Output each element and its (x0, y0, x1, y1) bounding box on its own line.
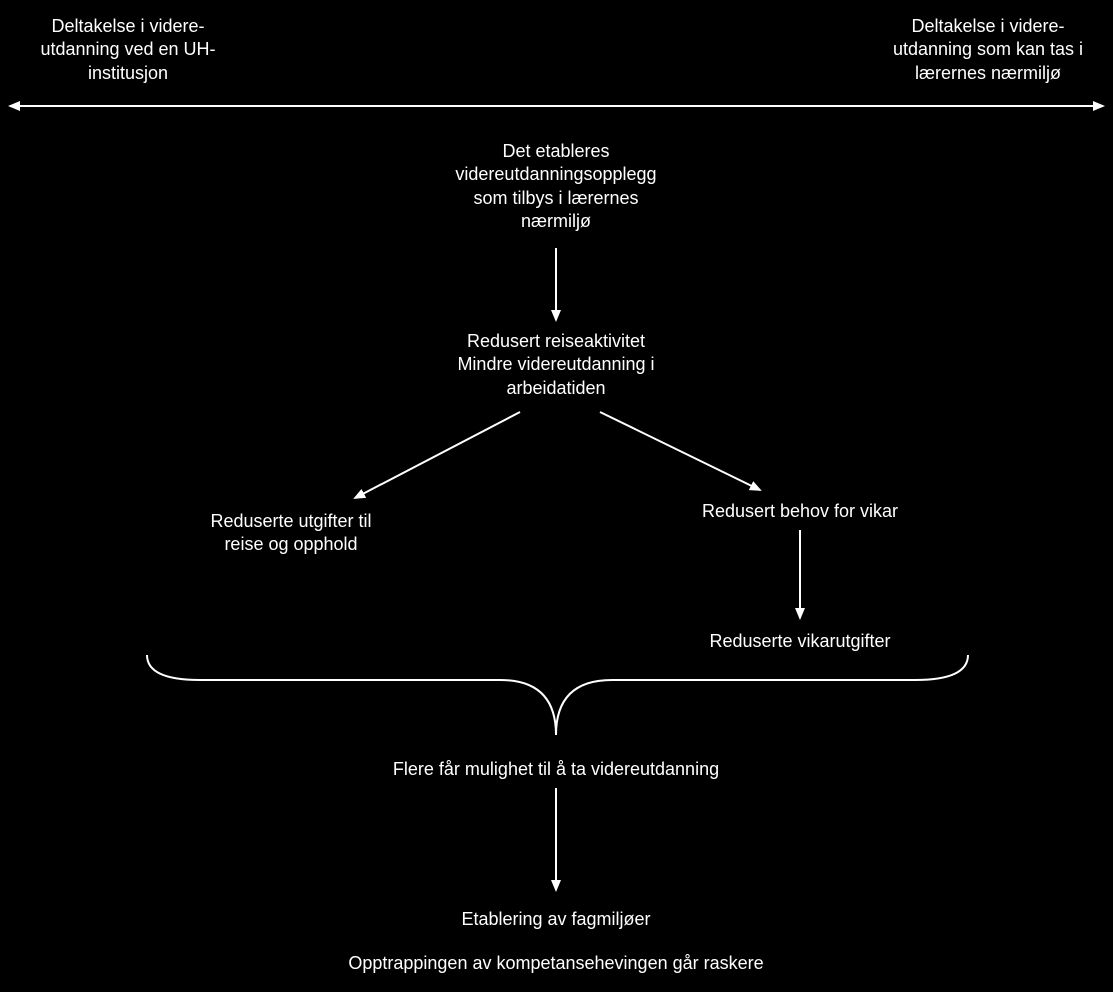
brace (147, 655, 968, 735)
node-reduced-expenses: Reduserte utgifter til reise og opphold (171, 510, 411, 557)
node-line: Mindre videreutdanning i (457, 354, 654, 374)
node-line: arbeidatiden (506, 378, 605, 398)
node-line: nærmiljø (521, 211, 591, 231)
node-line: Redusert reiseaktivitet (467, 331, 645, 351)
node-more-opportunity: Flere får mulighet til å ta videreutdann… (346, 758, 766, 781)
node-line: som tilbys i lærernes (473, 188, 638, 208)
arrow-n2-n3 (355, 412, 520, 498)
node-establish-environments: Etablering av fagmiljøer (346, 908, 766, 931)
node-line: reise og opphold (224, 534, 357, 554)
node-reduced-vikar-need: Redusert behov for vikar (670, 500, 930, 523)
node-line: videreutdanningsopplegg (455, 164, 656, 184)
arrow-n2-n4 (600, 412, 760, 490)
node-line: institusjon (88, 63, 168, 83)
node-reduced-vikar-costs: Reduserte vikarutgifter (670, 630, 930, 653)
node-line: Etablering av fagmiljøer (461, 909, 650, 929)
node-faster-ramp: Opptrappingen av kompetansehevingen går … (306, 952, 806, 975)
node-line: utdanning som kan tas i (893, 39, 1083, 59)
node-line: Opptrappingen av kompetansehevingen går … (348, 953, 763, 973)
node-line: Flere får mulighet til å ta videreutdann… (393, 759, 719, 779)
node-line: Reduserte utgifter til (210, 511, 371, 531)
node-line: utdanning ved en UH- (40, 39, 215, 59)
node-line: Deltakelse i videre- (51, 16, 204, 36)
node-reduced-travel: Redusert reiseaktivitet Mindre videreutd… (426, 330, 686, 400)
node-top-right: Deltakelse i videre- utdanning som kan t… (868, 15, 1108, 85)
node-top-left: Deltakelse i videre- utdanning ved en UH… (18, 15, 238, 85)
node-established: Det etableres videreutdanningsopplegg so… (426, 140, 686, 234)
node-line: Deltakelse i videre- (911, 16, 1064, 36)
node-line: Reduserte vikarutgifter (709, 631, 890, 651)
node-line: Det etableres (502, 141, 609, 161)
node-line: Redusert behov for vikar (702, 501, 898, 521)
node-line: lærernes nærmiljø (915, 63, 1061, 83)
